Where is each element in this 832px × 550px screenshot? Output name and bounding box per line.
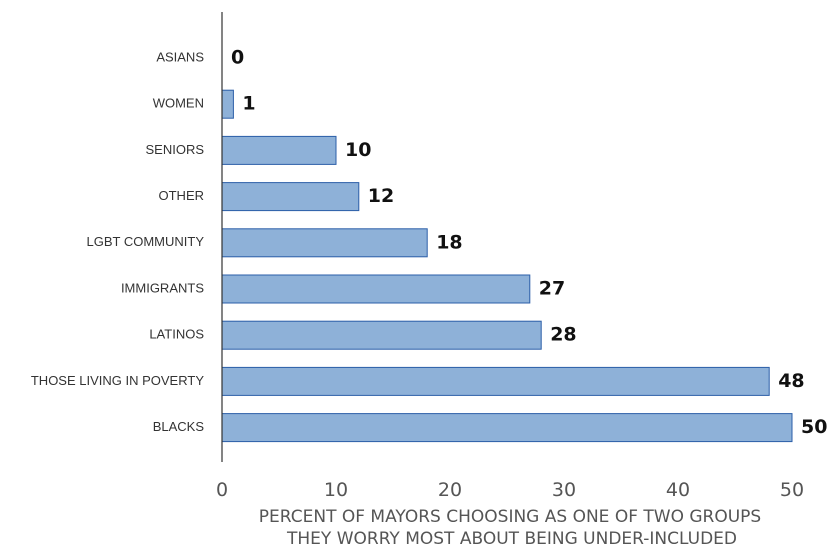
category-label-blacks: BLACKS	[153, 419, 205, 434]
bar-other	[221, 182, 360, 212]
value-label-asians: 0	[231, 47, 244, 69]
bar-women	[221, 89, 234, 119]
value-label-women: 1	[242, 93, 255, 115]
category-label-asians: ASIANS	[156, 49, 204, 64]
bar-those-living-in-poverty	[221, 366, 770, 396]
x-tick-label-40: 40	[666, 479, 690, 501]
category-label-seniors: SENIORS	[145, 142, 204, 157]
value-label-other: 12	[368, 185, 394, 207]
bar-blacks	[221, 413, 793, 443]
x-tick-labels: 0 10 20 30 40 50	[216, 479, 804, 501]
bar-seniors	[221, 135, 337, 165]
category-label-latinos: LATINOS	[149, 327, 204, 342]
bar-latinos	[221, 320, 542, 350]
x-tick-label-0: 0	[216, 479, 228, 501]
x-tick-label-10: 10	[324, 479, 348, 501]
x-axis-label-line-2: THEY WORRY MOST ABOUT BEING UNDER-INCLUD…	[286, 529, 737, 549]
value-label-those-living-in-poverty: 48	[778, 370, 804, 392]
bars-layer: ASIANS 0 WOMEN 1 SENIORS 10 OTHER 12 LGBT COMMUN…	[31, 47, 827, 443]
x-axis-label-line-1: PERCENT OF MAYORS CHOOSING AS ONE OF TWO…	[259, 507, 761, 527]
category-label-lgbt-community: LGBT COMMUNITY	[87, 234, 205, 249]
value-label-seniors: 10	[345, 139, 371, 161]
value-label-latinos: 28	[550, 324, 576, 346]
x-tick-label-30: 30	[552, 479, 576, 501]
bar-immigrants	[221, 274, 531, 304]
category-label-immigrants: IMMIGRANTS	[121, 280, 204, 295]
value-label-immigrants: 27	[539, 278, 565, 300]
x-tick-label-50: 50	[780, 479, 804, 501]
category-label-women: WOMEN	[153, 96, 204, 111]
bar-lgbt-community	[221, 228, 428, 258]
category-label-other: OTHER	[159, 188, 205, 203]
value-label-lgbt-community: 18	[436, 231, 462, 253]
value-label-blacks: 50	[801, 416, 827, 438]
x-tick-label-20: 20	[438, 479, 462, 501]
category-label-those-living-in-poverty: THOSE LIVING IN POVERTY	[31, 373, 204, 388]
